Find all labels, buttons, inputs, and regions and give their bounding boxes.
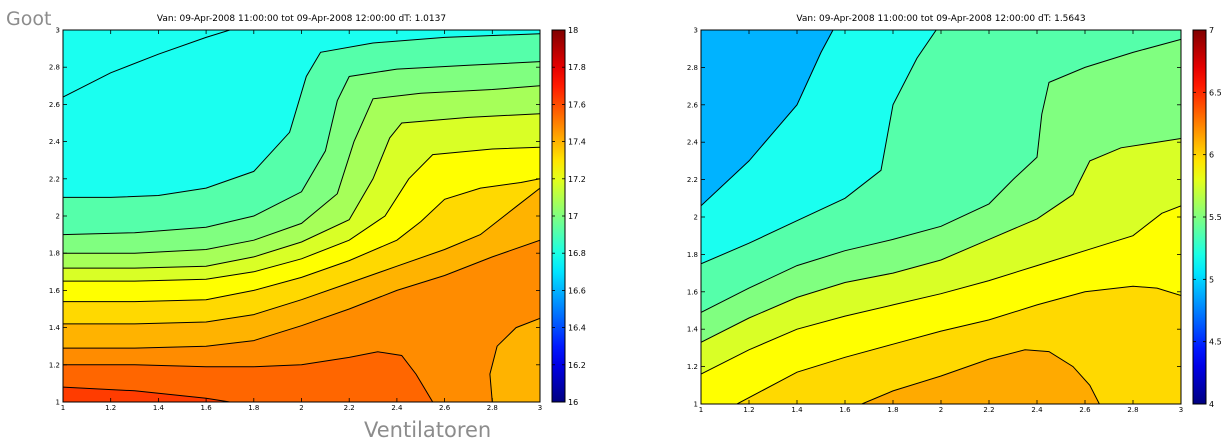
x-tick-label: 1.8 — [887, 406, 898, 414]
x-tick-label: 3 — [538, 404, 542, 412]
y-tick-label: 2.4 — [49, 138, 61, 146]
x-tick-label: 2.6 — [439, 404, 451, 412]
y-tick-label: 1.4 — [49, 324, 61, 332]
y-tick-label: 1.2 — [49, 361, 60, 369]
contour-plot-2: 1 1.2 1.4 1.6 1.8 2 2.2 2.4 2.6 2.8 3 1 1.2 1.4 1.6 1.8… — [687, 14, 1222, 414]
colorbar-tick-label: 16.6 — [568, 286, 586, 295]
colorbar-tick-label: 4 — [1209, 400, 1214, 409]
contour-line — [736, 285, 1181, 404]
x-tick-label: 2.8 — [487, 404, 498, 412]
y-tick-label: 2.8 — [49, 64, 60, 72]
colorbar-tick-label: 16.8 — [568, 249, 586, 258]
y-tick-label: 1.8 — [687, 251, 698, 259]
y-tick-label: 2 — [56, 213, 60, 221]
contour-line — [63, 61, 540, 236]
x-tick-label: 2.8 — [1127, 406, 1138, 414]
x-bottom-label: Ventilatoren — [364, 418, 492, 442]
y-tick-label: 2.8 — [687, 64, 698, 72]
y-tick-label: 1.4 — [687, 326, 699, 334]
colorbar-tick-label: 17.4 — [568, 138, 586, 147]
x-tick-label: 1 — [699, 406, 703, 414]
x-tick-label: 2.2 — [983, 406, 994, 414]
x-tick-label: 1.4 — [791, 406, 803, 414]
colorbar-tick-label: 18 — [568, 26, 578, 35]
y-tick-label: 3 — [56, 27, 60, 35]
x-tick-label: 2 — [939, 406, 943, 414]
contour-line — [489, 317, 540, 402]
y-tick-label: 2.4 — [687, 139, 699, 147]
colorbar-tick-label: 17 — [568, 212, 578, 221]
contour-line — [63, 187, 540, 325]
y-tick-label: 1.6 — [687, 288, 699, 296]
x-tick-label: 2 — [299, 404, 303, 412]
y-tick-label: 2 — [694, 214, 698, 222]
contour-line — [861, 349, 1100, 404]
y-tick-label: 1 — [56, 399, 60, 407]
y-tick-label: 2.6 — [49, 101, 61, 109]
colorbar-tick-label: 16.4 — [568, 324, 586, 333]
contour-line — [63, 351, 434, 402]
x-tick-label: 1.8 — [248, 404, 259, 412]
x-tick-label: 1.2 — [105, 404, 116, 412]
colorbar-tick-label: 16.2 — [568, 361, 586, 370]
y-tick-label: 1.6 — [49, 287, 61, 295]
x-tick-label: 2.4 — [391, 404, 403, 412]
contour-fills — [63, 30, 540, 402]
x-tick-label: 1.2 — [743, 406, 754, 414]
y-tick-label: 1.2 — [687, 363, 698, 371]
x-tick-label: 2.2 — [344, 404, 355, 412]
colorbar-tick-label: 17.6 — [568, 100, 586, 109]
contour-line — [63, 239, 540, 349]
contour-line — [63, 386, 230, 402]
contour-line — [63, 33, 540, 198]
contour-line — [701, 30, 937, 265]
contour-line — [701, 38, 1181, 313]
contour-plot-1: 1 1.2 1.4 1.6 1.8 2 2.2 2.4 2.6 2.8 3 1 1.2 1.4 1.6 1.8… — [49, 14, 586, 412]
colorbar-tick-label: 7 — [1209, 26, 1214, 35]
colorbar-tick-label: 16 — [568, 398, 578, 407]
colorbar-tick-label: 4.5 — [1209, 338, 1222, 347]
contour-line — [701, 30, 834, 207]
colorbar-tick-label: 6 — [1209, 151, 1214, 160]
colorbar-tick-label: 6.5 — [1209, 88, 1222, 97]
chart-title: Van: 09-Apr-2008 11:00:00 tot 09-Apr-200… — [796, 14, 1085, 24]
contour-line — [701, 205, 1181, 375]
y-tick-label: 1 — [694, 401, 698, 409]
y-tick-label: 3 — [694, 27, 698, 35]
x-tick-label: 1 — [61, 404, 65, 412]
contour-line — [63, 30, 231, 98]
x-tick-label: 1.4 — [153, 404, 165, 412]
contour-line — [63, 178, 540, 303]
colorbar-tick-label: 17.8 — [568, 63, 586, 72]
colorbar-tick-label: 5.5 — [1209, 213, 1222, 222]
contour-fills — [701, 30, 1181, 404]
x-tick-label: 2.6 — [1079, 406, 1091, 414]
x-tick-label: 1.6 — [201, 404, 213, 412]
contour-line — [63, 85, 540, 254]
x-tick-label: 1.6 — [839, 406, 851, 414]
contour-line — [701, 138, 1181, 343]
x-tick-label: 2.4 — [1031, 406, 1043, 414]
chart-title: Van: 09-Apr-2008 11:00:00 tot 09-Apr-200… — [157, 14, 446, 24]
contour-line — [63, 146, 540, 282]
x-tick-label: 3 — [1179, 406, 1183, 414]
colorbar-tick-label: 17.2 — [568, 175, 586, 184]
contour-line — [63, 113, 540, 269]
y-tick-label: 2.2 — [49, 175, 60, 183]
y-tick-label: 2.6 — [687, 101, 699, 109]
y-tick-label: 2.2 — [687, 176, 698, 184]
y-side-label: Goot — [6, 8, 52, 30]
y-tick-label: 1.8 — [49, 250, 60, 258]
colorbar-tick-label: 5 — [1209, 275, 1214, 284]
